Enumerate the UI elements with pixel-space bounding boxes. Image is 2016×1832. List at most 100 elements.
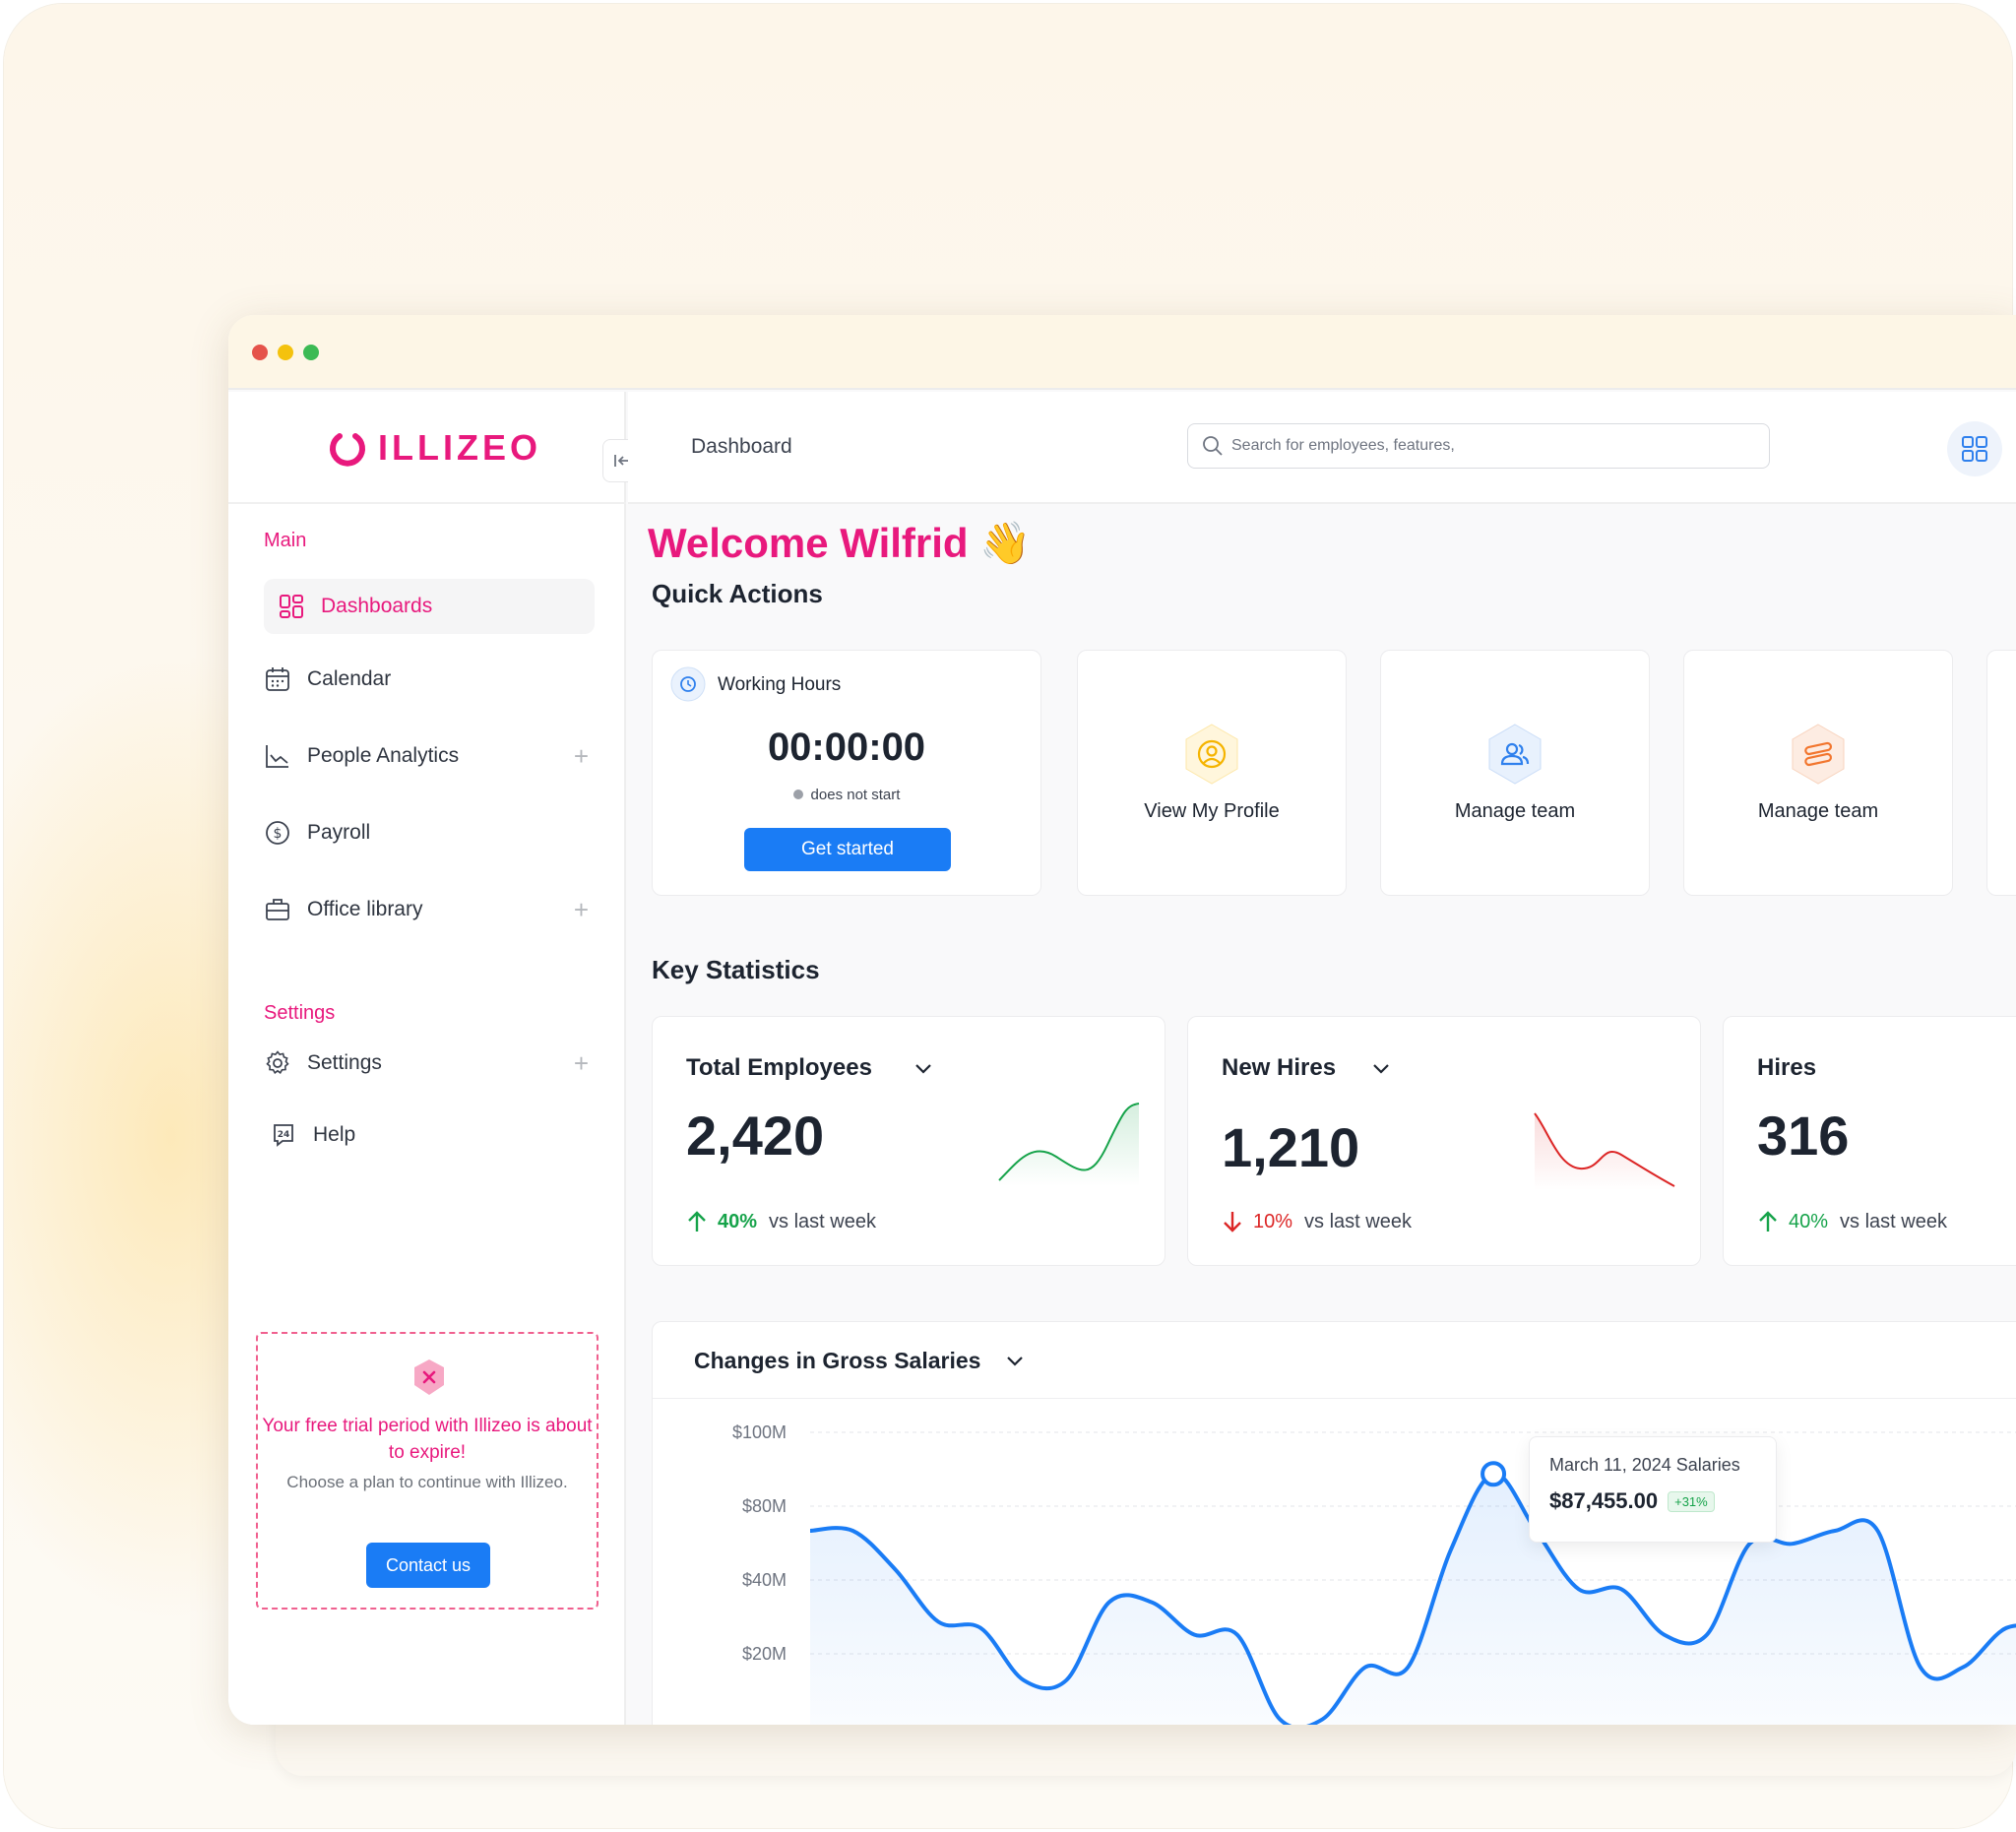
status-dot [792, 790, 803, 799]
sidebar-item-label: Payroll [307, 821, 371, 844]
apps-grid-button[interactable] [1947, 421, 2002, 476]
stat-title-text: New Hires [1222, 1054, 1337, 1081]
app-window: ILLIZEO Main Dashboards Calendar People … [228, 315, 2016, 1725]
chart-title: Changes in Gross Salaries [694, 1348, 981, 1373]
timer-status: does not start [653, 787, 1040, 803]
key-statistics-heading: Key Statistics [652, 955, 820, 984]
stat-change-percent: 10% [1253, 1210, 1293, 1232]
app-logo[interactable]: ILLIZEO [327, 427, 541, 469]
stat-change-suffix: vs last week [1304, 1210, 1412, 1232]
expand-plus-icon[interactable]: + [573, 894, 589, 924]
working-hours-title: Working Hours [718, 674, 842, 695]
chevron-down-icon [914, 1064, 931, 1074]
waving-hand-emoji: 👋 [979, 520, 1032, 566]
support-24-icon: 24 [270, 1121, 297, 1149]
chart-title-dropdown[interactable]: Changes in Gross Salaries [694, 1348, 1024, 1374]
close-window-dot[interactable] [252, 345, 268, 360]
chart-icon [264, 742, 291, 770]
stat-change: 40% vs last week [686, 1210, 876, 1233]
working-hours-card: Working Hours 00:00:00 does not start Ge… [652, 650, 1041, 896]
stat-card-hires: Hires 316 40% vs last week [1723, 1016, 2016, 1266]
expand-plus-icon[interactable]: + [573, 1047, 589, 1078]
contact-us-button[interactable]: Contact us [366, 1543, 490, 1588]
tooltip-title: March 11, 2024 Salaries [1549, 1455, 1740, 1475]
logo-text: ILLIZEO [378, 427, 541, 468]
search-icon [1203, 436, 1223, 456]
briefcase-icon [264, 896, 291, 923]
chart-tooltip: March 11, 2024 Salaries $87,455.00 +31% [1529, 1436, 1777, 1543]
team-icon [1488, 724, 1542, 785]
welcome-text: Welcome Wilfrid [648, 520, 969, 566]
layers-icon [1792, 724, 1845, 785]
sidebar-item-settings[interactable]: Settings + [264, 1036, 595, 1091]
y-tick-label: $80M [742, 1496, 787, 1516]
sparkline-up [998, 1103, 1140, 1186]
tooltip-value-row: $87,455.00 +31% [1549, 1488, 1715, 1514]
stat-card-new-hires: New Hires 1,210 10% vs last week [1187, 1016, 1701, 1266]
quick-action-view-profile[interactable]: View My Profile [1077, 650, 1347, 896]
expand-plus-icon[interactable]: + [573, 740, 589, 771]
logo-mark-icon [330, 433, 365, 467]
sidebar-item-label: People Analytics [307, 744, 460, 767]
collapse-arrow-icon [614, 455, 629, 467]
stat-title[interactable]: Total Employees [686, 1054, 932, 1082]
sidebar-item-payroll[interactable]: $ Payroll [264, 805, 595, 860]
quick-action-card-partial[interactable] [1986, 650, 2016, 896]
arrow-down-icon [1224, 1212, 1241, 1232]
maximize-window-dot[interactable] [303, 345, 319, 360]
main-content: Dashboard Search for employees, features… [628, 392, 2016, 1725]
sidebar-item-calendar[interactable]: Calendar [264, 652, 595, 707]
timer-status-text: does not start [810, 787, 901, 803]
sidebar-item-label: Dashboards [321, 595, 433, 617]
chevron-down-icon [1007, 1356, 1024, 1366]
stat-title: Hires [1757, 1054, 1817, 1081]
stat-card-total-employees: Total Employees 2,420 40% vs last week [652, 1016, 1166, 1266]
series-area [810, 1474, 2016, 1725]
highlighted-data-point [1480, 1461, 1507, 1487]
minimize-window-dot[interactable] [278, 345, 293, 360]
sidebar-item-label: Office library [307, 898, 423, 920]
sidebar-item-label: Settings [307, 1051, 382, 1074]
sidebar-item-help[interactable]: 24 Help [264, 1107, 595, 1163]
stat-value: 316 [1757, 1105, 1850, 1167]
stat-change: 40% vs last week [1757, 1210, 1947, 1233]
stat-value: 1,210 [1222, 1116, 1360, 1178]
working-hours-timer: 00:00:00 [767, 726, 926, 769]
arrow-up-icon [1759, 1211, 1777, 1232]
stat-title-text: Total Employees [686, 1054, 872, 1081]
quick-action-manage-team[interactable]: Manage team [1380, 650, 1650, 896]
user-icon [1185, 724, 1238, 785]
window-titlebar [228, 315, 2016, 390]
dollar-icon: $ [264, 819, 291, 847]
stat-value: 2,420 [686, 1105, 825, 1167]
search-input[interactable]: Search for employees, features, [1187, 423, 1770, 469]
sidebar-item-office-library[interactable]: Office library + [264, 882, 595, 937]
sidebar: ILLIZEO Main Dashboards Calendar People … [228, 392, 626, 1725]
chart-header: Changes in Gross Salaries [653, 1322, 2016, 1399]
stat-title[interactable]: New Hires [1222, 1054, 1390, 1082]
stat-change-percent: 40% [718, 1210, 758, 1232]
stat-change-suffix: vs last week [1840, 1210, 1947, 1232]
calendar-icon [264, 665, 291, 693]
sidebar-item-dashboards[interactable]: Dashboards [264, 579, 595, 634]
y-tick-label: $100M [732, 1422, 787, 1442]
gear-icon [264, 1049, 291, 1077]
trial-title: Your free trial period with Illizeo is a… [262, 1416, 593, 1463]
apps-grid-icon [1962, 436, 1987, 462]
sidebar-item-people-analytics[interactable]: People Analytics + [264, 728, 595, 784]
svg-text:24: 24 [278, 1130, 290, 1140]
arrow-up-icon [688, 1211, 706, 1232]
section-label-settings: Settings [264, 1002, 336, 1024]
salary-line-chart: $100M $80M $40M $20M [732, 1422, 2016, 1725]
y-tick-label: $40M [742, 1570, 787, 1590]
search-placeholder: Search for employees, features, [1231, 437, 1455, 454]
get-started-button[interactable]: Get started [744, 828, 951, 871]
sidebar-item-label: Calendar [307, 667, 392, 690]
section-label-main: Main [264, 530, 307, 551]
gross-salaries-card: Changes in Gross Salaries $100M $80M $40M $… [652, 1321, 2016, 1725]
welcome-heading: Welcome Wilfrid 👋 [648, 520, 1032, 568]
clock-badge-icon [670, 666, 706, 702]
quick-action-manage-team-2[interactable]: Manage team [1683, 650, 1953, 896]
top-bar: Dashboard Search for employees, features… [628, 392, 2016, 504]
tooltip-change-badge: +31% [1668, 1490, 1715, 1512]
